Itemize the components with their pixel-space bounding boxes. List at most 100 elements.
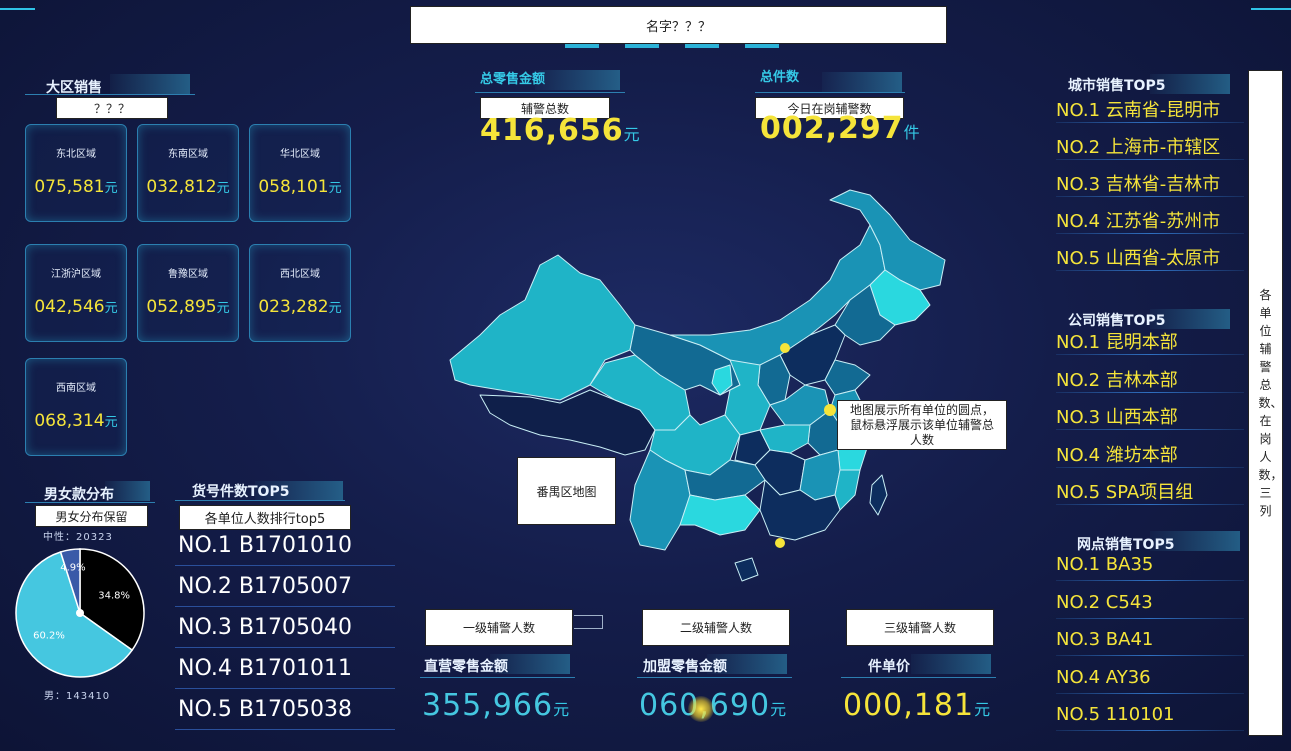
city-rank-item[interactable]: NO.1 云南省-昆明市 [1056,100,1221,121]
map-fujian[interactable] [834,469,861,511]
sku-rank-item[interactable]: NO.2 B1705007 [178,574,352,599]
gender-male-label: 男：143410 [44,691,111,702]
map-ningxia[interactable] [711,364,733,396]
sku-title: 货号件数TOP5 [192,484,290,500]
region-card-unit: 元 [104,415,118,430]
region-sales-title-bar [110,74,190,94]
company-rank-item[interactable]: NO.2 吉林本部 [1056,369,1178,391]
pie-slice[interactable] [15,551,134,678]
map-guangdong[interactable] [759,479,841,541]
region-card[interactable]: 东南区域 032,812元 [137,124,239,222]
sku-rank-divider [175,688,395,689]
bottom-stat-unit: 元 [553,700,571,719]
region-card-name: 鲁豫区域 [168,269,208,280]
city-rank-item[interactable]: NO.5 山西省-太原市 [1056,248,1221,269]
city-rank-divider [1056,122,1244,123]
gender-neutral-label: 中性：20323 [43,532,113,543]
arrow-connector [574,615,603,629]
pie-center-dot [76,609,84,617]
map-jiangxi[interactable] [799,449,841,501]
region-card[interactable]: 江浙沪区域 042,546元 [25,244,127,342]
bottom-stat-note: 三级辅警人数 [846,609,994,646]
region-card[interactable]: 西北区域 023,282元 [249,244,351,342]
map-dots[interactable] [775,343,836,548]
total-count-title: 总件数 [760,70,800,85]
map-taiwan[interactable] [869,474,888,516]
bottom-stat-title-bar [911,654,991,674]
sku-rank-divider [175,729,395,730]
total-sales-value: 416,656元 [480,113,641,148]
company-title: 公司销售TOP5 [1068,313,1166,329]
city-rank-item[interactable]: NO.4 江苏省-苏州市 [1056,211,1221,232]
bottom-stat-title-bar [490,654,570,674]
region-card-unit: 元 [216,181,230,196]
bottom-stat-title: 加盟零售金额 [643,659,727,675]
region-card-number: 032,812 [146,177,217,197]
city-rank-item[interactable]: NO.3 吉林省-吉林市 [1056,174,1221,195]
region-card-name: 江浙沪区域 [51,269,101,280]
bottom-stat-value: 000,181元 [843,688,991,723]
company-rank-divider [1056,504,1244,505]
city-rank-divider [1056,233,1244,234]
outlet-rank-divider [1056,580,1244,581]
region-sales-underline [25,94,195,95]
pie-slice-label: 34.8% [98,590,130,601]
pie-slice[interactable] [79,548,145,652]
region-card-value: 042,546元 [26,297,126,317]
sku-rank-item[interactable]: NO.4 B1701011 [178,656,352,681]
city-rank-item[interactable]: NO.2 上海市-市辖区 [1056,137,1221,158]
total-sales-title-bar [535,70,620,90]
bottom-stat-underline [841,677,996,678]
company-rank-item[interactable]: NO.5 SPA项目组 [1056,482,1194,503]
sku-rank-divider [175,565,395,566]
pie-slice[interactable] [59,548,81,614]
region-card[interactable]: 鲁豫区域 052,895元 [137,244,239,342]
outlet-rank-item[interactable]: NO.2 C543 [1056,591,1153,613]
map-guangxi[interactable] [679,494,761,536]
total-count-number: 002,297 [760,111,904,146]
gender-title: 男女款分布 [44,487,114,503]
company-rank-divider [1056,354,1244,355]
region-card-name: 东南区域 [168,149,208,160]
region-card[interactable]: 东北区域 075,581元 [25,124,127,222]
region-card-value: 023,282元 [250,297,350,317]
city-rank-divider [1056,159,1244,160]
sku-rank-item[interactable]: NO.3 B1705040 [178,615,352,640]
sku-rank-item[interactable]: NO.1 B1701010 [178,533,352,558]
gender-pie-chart[interactable]: 34.8% 60.2% 4.9% [12,545,148,681]
region-card-number: 052,895 [146,297,217,317]
pie-slice-label: 4.9% [60,562,85,573]
map-tibet[interactable] [479,389,656,456]
china-map[interactable] [440,185,960,585]
total-count-value: 002,297件 [760,111,921,146]
sku-rank-divider [175,647,395,648]
outlet-rank-item[interactable]: NO.4 AY36 [1056,666,1151,688]
bottom-stat-unit: 元 [770,700,788,719]
region-card-unit: 元 [328,181,342,196]
outlet-rank-divider [1056,655,1244,656]
outlet-rank-item[interactable]: NO.5 110101 [1056,704,1175,725]
map-heilongjiang[interactable] [829,189,946,291]
map-yunnan[interactable] [629,449,691,551]
sku-rank-divider [175,606,395,607]
sku-rank-item[interactable]: NO.5 B1705038 [178,697,352,722]
region-card[interactable]: 西南区域 068,314元 [25,358,127,456]
region-card-number: 023,282 [258,297,329,317]
region-card-name: 西南区域 [56,383,96,394]
company-title-bar [1150,309,1230,329]
company-rank-item[interactable]: NO.1 昆明本部 [1056,332,1178,353]
company-rank-item[interactable]: NO.4 潍坊本部 [1056,444,1178,466]
map-hainan[interactable] [734,557,759,582]
region-card-unit: 元 [216,301,230,316]
bottom-stat-number: 355,966 [422,688,554,723]
outlet-rank-item[interactable]: NO.1 BA35 [1056,554,1154,575]
region-card-value: 058,101元 [250,177,350,197]
district-map-note: 番禺区地图 [517,457,616,525]
region-card-name: 东北区域 [56,149,96,160]
outlet-rank-item[interactable]: NO.3 BA41 [1056,629,1154,650]
region-card[interactable]: 华北区域 058,101元 [249,124,351,222]
bottom-stat-underline [420,677,575,678]
company-rank-item[interactable]: NO.3 山西本部 [1056,407,1178,428]
bottom-stat-unit: 元 [974,700,992,719]
city-rank-divider [1056,270,1244,271]
